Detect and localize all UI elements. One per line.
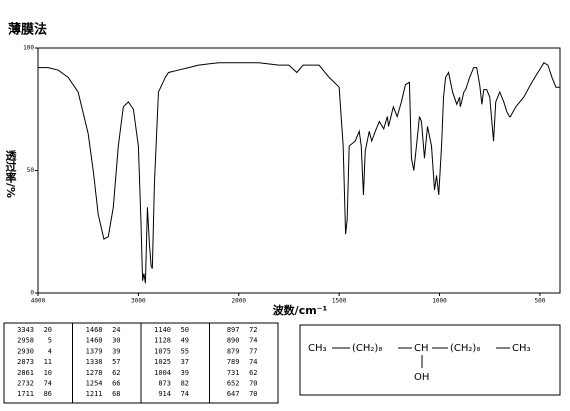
table-transmittance: 5 (48, 337, 52, 345)
formula-substituent: OH (414, 372, 429, 383)
table-wavenumber: 1468 (86, 326, 103, 334)
formula-frame (299, 324, 561, 396)
x-tick-label: 1500 (332, 298, 347, 305)
table-wavenumber: 890 (227, 337, 240, 345)
table-wavenumber: 2732 (17, 380, 34, 388)
y-tick-label: 50 (27, 167, 35, 174)
spectrum-line (38, 62, 560, 284)
table-transmittance: 50 (181, 326, 189, 334)
table-transmittance: 20 (44, 326, 52, 334)
x-tick-label: 1000 (432, 298, 447, 305)
table-wavenumber: 1211 (86, 390, 103, 398)
table-transmittance: 55 (181, 347, 189, 355)
table-wavenumber: 2930 (17, 347, 34, 355)
table-transmittance: 74 (249, 358, 257, 366)
table-wavenumber: 2958 (17, 337, 34, 345)
table-transmittance: 74 (249, 337, 257, 345)
table-wavenumber: 1004 (154, 369, 171, 377)
y-axis-label: 透过率/% (4, 150, 17, 198)
table-transmittance: 10 (44, 369, 52, 377)
y-tick-label: 100 (23, 45, 34, 52)
formula-part: CH₃ (512, 343, 531, 354)
table-transmittance: 30 (112, 337, 120, 345)
table-transmittance: 74 (181, 390, 189, 398)
table-transmittance: 39 (112, 347, 120, 355)
table-wavenumber: 1460 (86, 337, 103, 345)
table-wavenumber: 2873 (17, 358, 34, 366)
table-wavenumber: 914 (158, 390, 171, 398)
formula-part: CH₃ (308, 343, 327, 354)
table-wavenumber: 897 (227, 326, 240, 334)
table-transmittance: 70 (249, 380, 257, 388)
table-wavenumber: 652 (227, 380, 240, 388)
table-transmittance: 24 (112, 326, 120, 334)
table-wavenumber: 731 (227, 369, 240, 377)
table-wavenumber: 879 (227, 347, 240, 355)
table-transmittance: 74 (44, 380, 52, 388)
table-transmittance: 4 (48, 347, 52, 355)
table-transmittance: 68 (112, 390, 120, 398)
table-wavenumber: 873 (158, 380, 171, 388)
table-wavenumber: 1254 (86, 380, 103, 388)
table-wavenumber: 1338 (86, 358, 103, 366)
table-transmittance: 66 (112, 380, 120, 388)
table-wavenumber: 647 (227, 390, 240, 398)
table-wavenumber: 1025 (154, 358, 171, 366)
table-wavenumber: 2861 (17, 369, 34, 377)
y-tick-label: 0 (30, 290, 34, 297)
table-wavenumber: 1379 (86, 347, 103, 355)
formula-part: (CH₂)₈ (450, 343, 480, 354)
table-transmittance: 57 (112, 358, 120, 366)
table-transmittance: 72 (249, 326, 257, 334)
table-transmittance: 37 (181, 358, 189, 366)
x-tick-label: 3000 (131, 298, 146, 305)
table-transmittance: 70 (249, 390, 257, 398)
x-tick-label: 4000 (31, 298, 46, 305)
table-transmittance: 11 (44, 358, 52, 366)
chart-title: 薄膜法 (8, 22, 47, 38)
table-transmittance: 86 (44, 390, 52, 398)
table-wavenumber: 1128 (154, 337, 171, 345)
table-transmittance: 82 (181, 380, 189, 388)
x-tick-label: 500 (535, 298, 546, 305)
table-transmittance: 62 (112, 369, 120, 377)
table-wavenumber: 789 (227, 358, 240, 366)
table-transmittance: 49 (181, 337, 189, 345)
table-transmittance: 77 (249, 347, 257, 355)
x-tick-label: 2000 (232, 298, 247, 305)
table-wavenumber: 1711 (17, 390, 34, 398)
table-wavenumber: 1278 (86, 369, 103, 377)
formula-part: (CH₂)₈ (352, 343, 382, 354)
x-axis-label: 波数/cm⁻¹ (273, 303, 328, 317)
table-wavenumber: 3343 (17, 326, 34, 334)
formula-part: CH (414, 343, 429, 354)
table-transmittance: 39 (181, 369, 189, 377)
table-transmittance: 62 (249, 369, 257, 377)
table-wavenumber: 1140 (154, 326, 171, 334)
table-wavenumber: 1075 (154, 347, 171, 355)
